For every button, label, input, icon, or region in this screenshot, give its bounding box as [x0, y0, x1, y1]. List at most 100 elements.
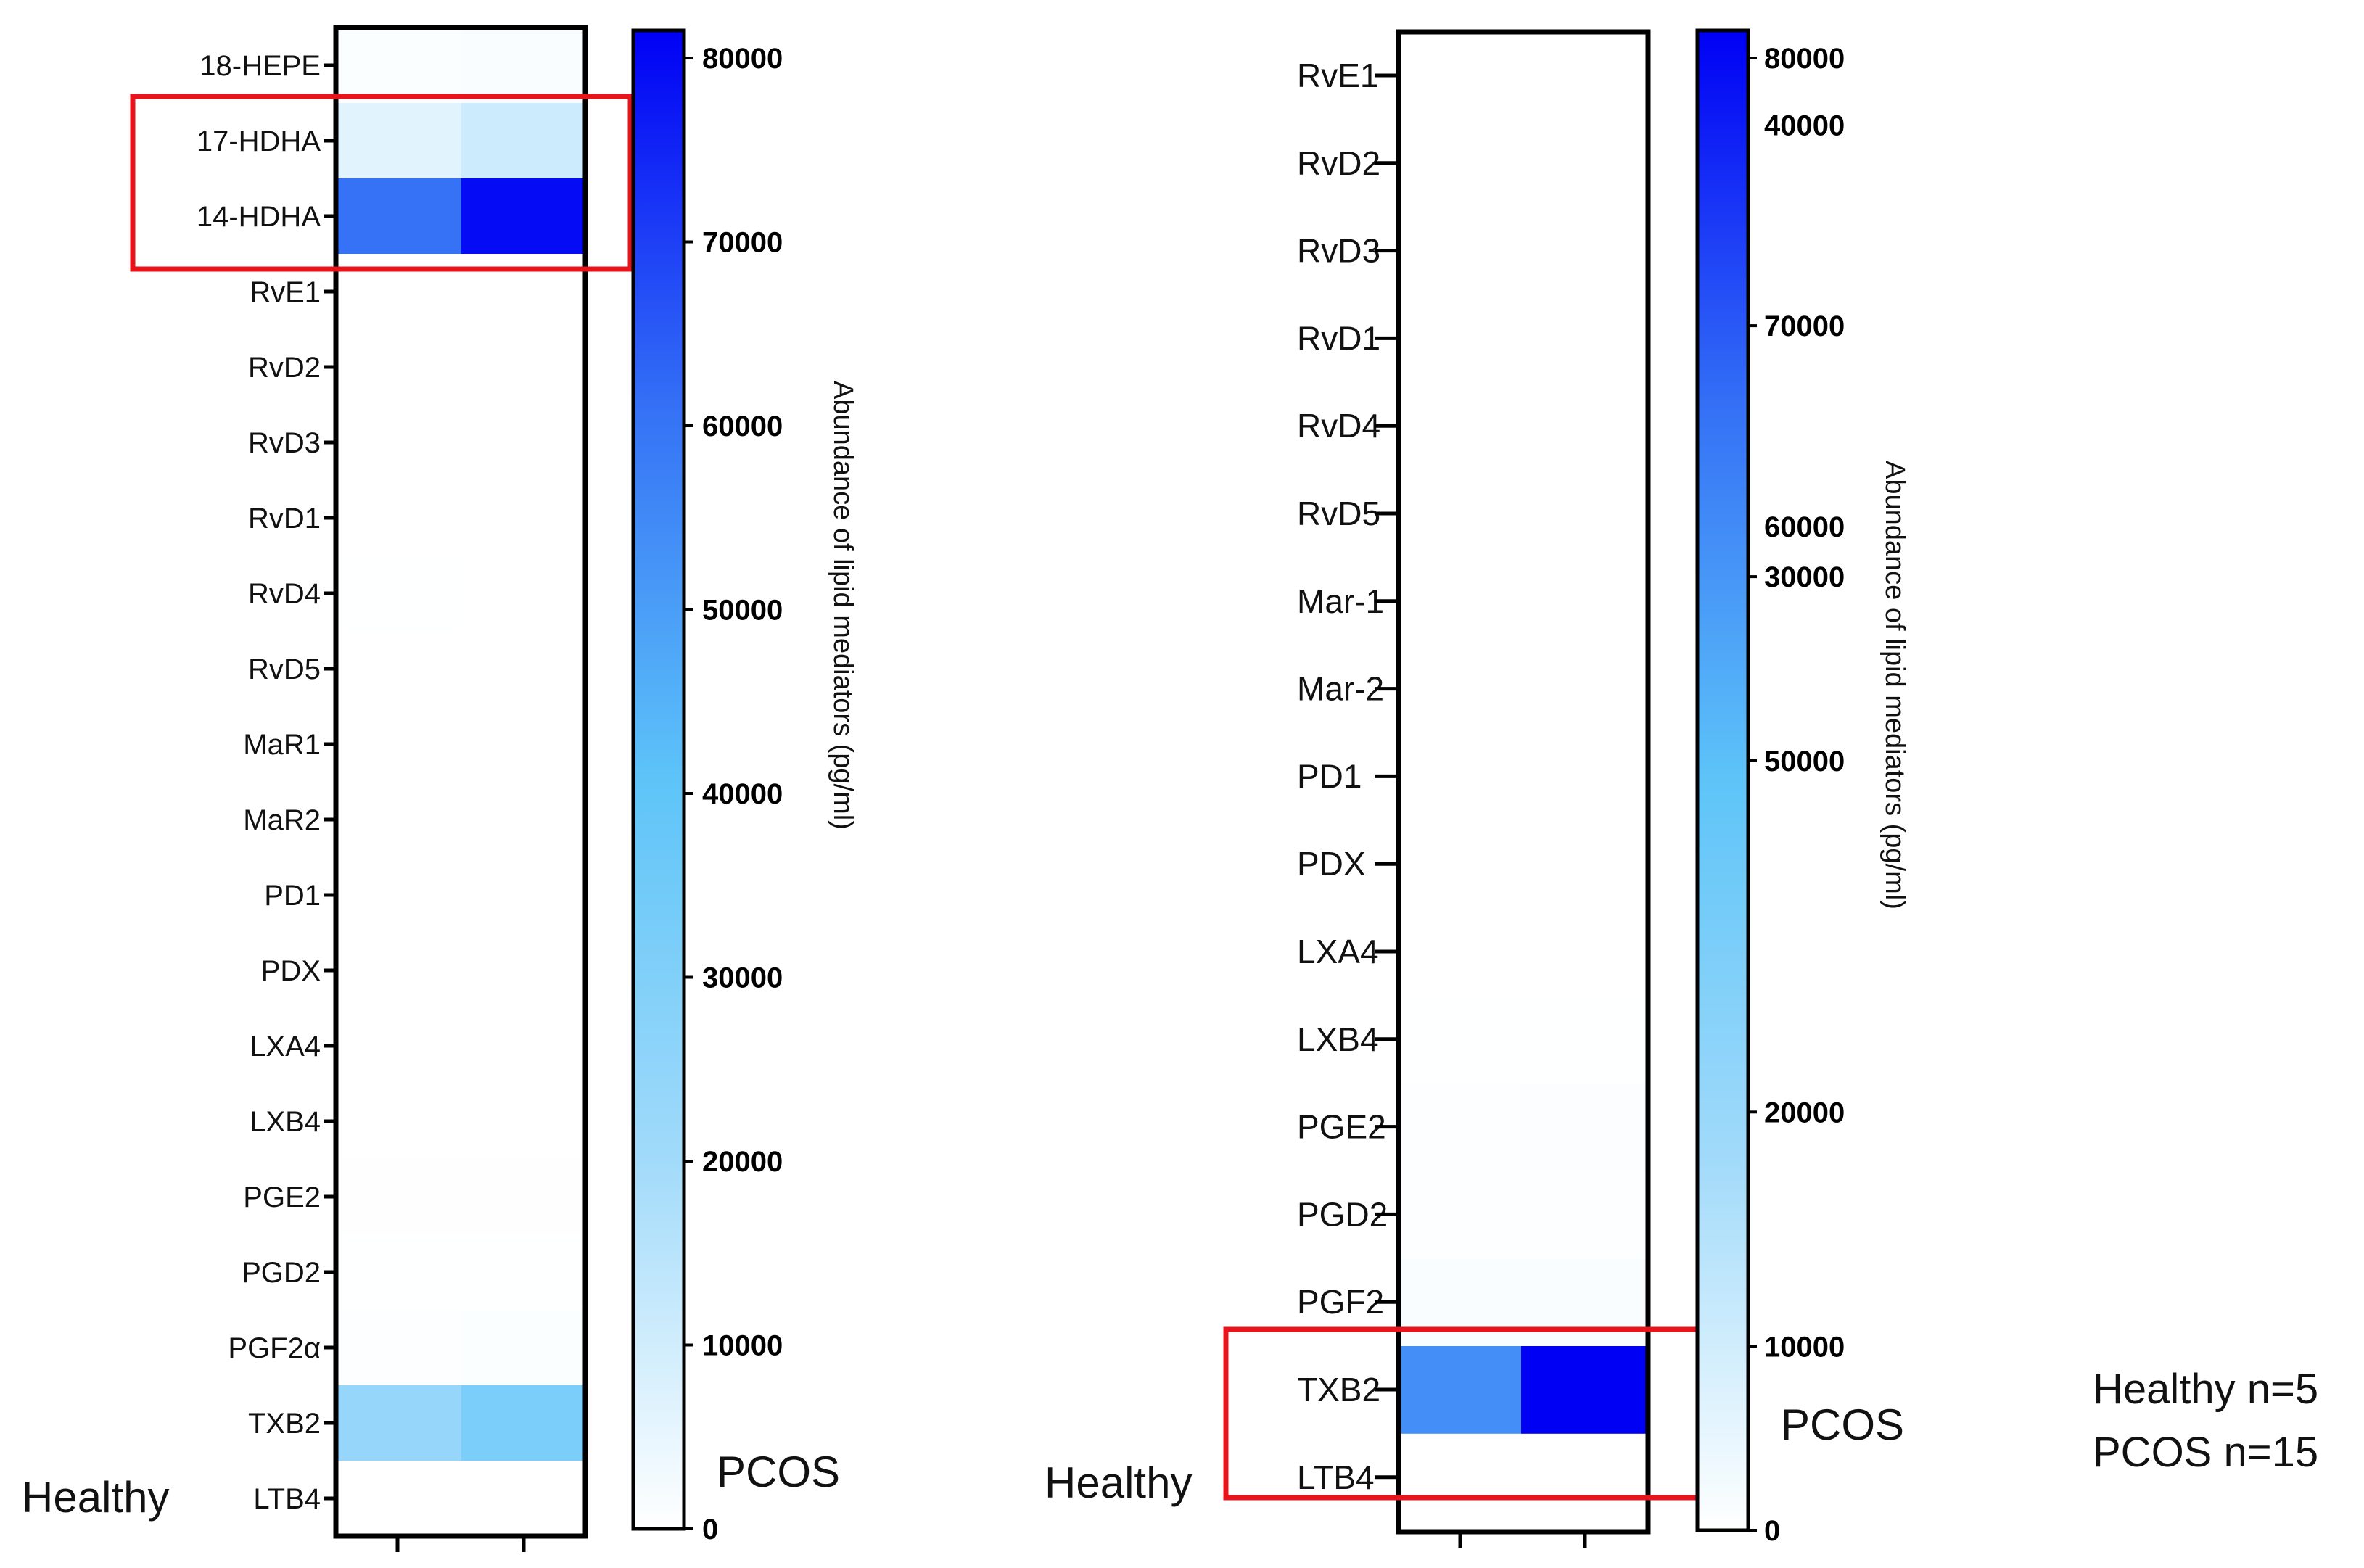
heatmap-cell — [336, 1461, 461, 1536]
column-label-healthy: Healthy — [22, 1473, 169, 1522]
heatmap-cell — [1399, 645, 1521, 733]
colorbar — [631, 28, 686, 1531]
heatmap-frame — [1396, 29, 1651, 1535]
row-label: Mar-2 — [1297, 670, 1384, 708]
row-label: RvD5 — [1297, 495, 1380, 532]
heatmap-cell — [1399, 820, 1521, 909]
heatmap-cell — [336, 1159, 461, 1234]
heatmap-frame — [333, 25, 588, 1539]
row-label: RvD2 — [1297, 144, 1380, 182]
heatmap-cell — [336, 933, 461, 1008]
colorbar-tick-label: 30000 — [1764, 561, 1845, 593]
row-label: LXA4 — [1297, 933, 1379, 970]
heatmap-cell — [1399, 119, 1521, 208]
colorbar-tick-label: 0 — [702, 1514, 718, 1546]
heatmap-cell — [1521, 1346, 1648, 1435]
colorbar-tick-label: 30000 — [702, 962, 783, 994]
row-label: RvD2 — [248, 352, 321, 384]
row-label: PDX — [261, 955, 321, 987]
heatmap-cell — [461, 556, 585, 631]
heatmap-cell — [1399, 995, 1521, 1084]
heatmap-cell — [1521, 1258, 1648, 1347]
row-label: PGF2 — [1297, 1283, 1384, 1321]
heatmap-cell — [461, 933, 585, 1008]
heatmap-cell — [336, 1234, 461, 1310]
row-label: RvE1 — [1297, 57, 1378, 94]
heatmap-cell — [1399, 1433, 1521, 1522]
highlight-box — [130, 94, 633, 272]
heatmap-cell — [1521, 908, 1648, 996]
heatmap-cell — [336, 706, 461, 782]
heatmap-cell — [336, 480, 461, 556]
heatmap-cell — [336, 1385, 461, 1461]
colorbar-tick-label: 60000 — [702, 410, 783, 442]
row-label: LTB4 — [1297, 1458, 1375, 1496]
legend-pcos-n: PCOS n=15 — [2093, 1429, 2318, 1476]
heatmap-cell — [1399, 1258, 1521, 1347]
colorbar-tick-label: 60000 — [1764, 511, 1845, 543]
heatmap-cell — [461, 1234, 585, 1310]
heatmap-cell — [1521, 733, 1648, 821]
row-label: RvD1 — [248, 503, 321, 535]
heatmap-cell — [1399, 1346, 1521, 1435]
heatmap-cell — [336, 556, 461, 631]
heatmap-cell — [461, 1008, 585, 1084]
heatmap-cell — [461, 178, 585, 254]
row-label: PGF2α — [228, 1332, 321, 1364]
heatmap-cell — [1399, 908, 1521, 996]
heatmap-cell — [1399, 32, 1521, 120]
colorbar-tick-label: 10000 — [1764, 1331, 1845, 1363]
heatmap-cell — [336, 329, 461, 405]
row-label: LXA4 — [250, 1031, 321, 1062]
row-label: 17-HDHA — [197, 125, 321, 157]
colorbar-title: Abundance of lipid mediators (pg/ml) — [828, 381, 858, 830]
heatmap-cell — [461, 1310, 585, 1385]
heatmap-cell — [1521, 294, 1648, 383]
heatmap-cell — [1521, 119, 1648, 208]
row-label: RvD4 — [248, 578, 321, 610]
heatmap-cell — [461, 103, 585, 178]
row-label: RvD1 — [1297, 319, 1380, 357]
heatmap-cell — [1521, 1171, 1648, 1259]
row-label: MaR1 — [243, 729, 321, 761]
colorbar-tick-label: 10000 — [702, 1330, 783, 1362]
row-label: LTB4 — [253, 1483, 321, 1515]
heatmap-cell — [1399, 733, 1521, 821]
colorbar-tick-label: 70000 — [1764, 310, 1845, 342]
row-label: RvD3 — [1297, 232, 1380, 270]
heatmap-cell — [461, 1385, 585, 1461]
heatmap-cell — [461, 1461, 585, 1536]
row-label: RvD5 — [248, 653, 321, 685]
colorbar-tick-label: 50000 — [702, 595, 783, 627]
colorbar — [1695, 28, 1750, 1532]
heatmap-cell — [1399, 382, 1521, 471]
heatmap-cell — [461, 480, 585, 556]
row-label: PD1 — [264, 880, 321, 912]
heatmap-cell — [336, 405, 461, 480]
heatmap-cell — [336, 631, 461, 706]
heatmap-cell — [336, 178, 461, 254]
heatmap-cell — [1399, 470, 1521, 558]
row-label: 18-HEPE — [199, 50, 321, 82]
heatmap-cell — [461, 782, 585, 857]
heatmap-cell — [336, 254, 461, 329]
row-label: Mar-1 — [1297, 582, 1384, 620]
heatmap-cell — [461, 405, 585, 480]
heatmap-cell — [461, 1159, 585, 1234]
heatmap-cell — [1521, 645, 1648, 733]
heatmap-cell — [1521, 382, 1648, 471]
row-label: LXB4 — [250, 1106, 321, 1138]
heatmap-cell — [461, 28, 585, 103]
row-label: RvD3 — [248, 427, 321, 459]
heatmap-cell — [336, 1084, 461, 1159]
colorbar-tick-label: 40000 — [1764, 110, 1845, 141]
row-label: LXB4 — [1297, 1020, 1379, 1058]
heatmap-cell — [461, 329, 585, 405]
heatmap-cell — [461, 631, 585, 706]
row-label: PDX — [1297, 845, 1366, 883]
colorbar-tick-label: 70000 — [702, 227, 783, 259]
column-label-healthy: Healthy — [1045, 1458, 1192, 1507]
row-label: 14-HDHA — [197, 201, 321, 233]
heatmap-cell — [336, 857, 461, 933]
